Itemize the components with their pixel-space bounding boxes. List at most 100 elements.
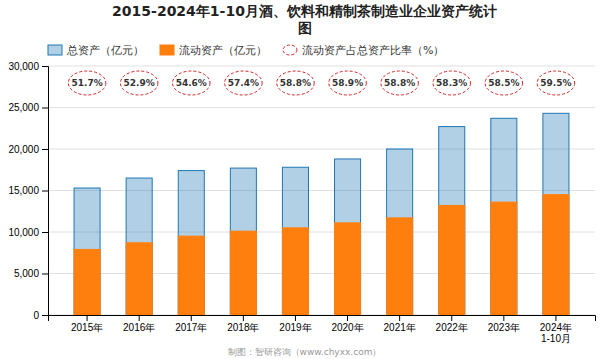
legend-label: 流动资产占总资产比率（%） — [302, 44, 444, 57]
bar — [178, 236, 204, 315]
x-tick: 2021年 — [384, 315, 416, 333]
x-tick-label: 2015年 — [71, 322, 103, 333]
ratio-ellipse — [173, 71, 211, 95]
bar — [543, 195, 569, 315]
bar — [335, 159, 361, 315]
ratio-ellipse — [485, 71, 523, 95]
y-tick-mark — [42, 191, 48, 192]
x-tick-mark — [451, 315, 452, 321]
ratio-series — [68, 71, 574, 95]
bar-series — [74, 113, 569, 315]
ratio-label: 58.3% — [436, 78, 467, 88]
y-tick-mark — [42, 149, 48, 150]
x-tick-mark — [347, 315, 348, 321]
ratio-ellipse — [225, 71, 263, 95]
x-tick: 2024年1-10月 — [540, 315, 572, 344]
x-tick: 2017年 — [175, 315, 207, 333]
bar — [439, 205, 465, 315]
legend: 总资产（亿元） 流动资产（亿元） 流动资产占总资产比率（%） — [48, 44, 444, 57]
x-tick-mark — [87, 315, 88, 321]
x-tick-label: 2021年 — [384, 322, 416, 333]
grid — [48, 66, 595, 315]
title: 2015-2024年1-10月酒、饮料和精制茶制造业企业资产统计 — [112, 3, 497, 19]
bar — [439, 127, 465, 315]
x-tick: 2016年 — [123, 315, 155, 333]
legend-label: 流动资产（亿元） — [179, 44, 267, 57]
bar — [230, 231, 256, 315]
x-tick-label: 2023年 — [488, 322, 520, 333]
legend-label: 总资产（亿元） — [66, 44, 144, 57]
ratio-label: 58.5% — [488, 78, 519, 88]
footer: 制图：智研咨询（www.chyxx.com） — [228, 347, 382, 357]
x-tick-mark — [243, 315, 244, 321]
y-tick-label: 25,000 — [8, 102, 39, 113]
ratio-ellipse — [277, 71, 315, 95]
x-tick-mark — [139, 315, 140, 321]
x-tick-label: 2017年 — [175, 322, 207, 333]
y-tick-mark — [42, 232, 48, 233]
bar — [387, 218, 413, 315]
ratio-ellipse — [68, 71, 106, 95]
legend-swatch — [160, 45, 174, 55]
plot: 05,00010,00015,00020,00025,00030,00051.7… — [8, 61, 595, 344]
ratio-ellipse — [433, 71, 471, 95]
subtitle: 图 — [298, 20, 312, 36]
ratio-ellipse — [329, 71, 367, 95]
y-tick-mark — [42, 108, 48, 109]
legend-item: 总资产（亿元） — [48, 44, 144, 57]
bar — [491, 118, 517, 315]
x-tick-label: 2018年 — [227, 322, 259, 333]
x-tick-mark — [503, 315, 504, 321]
y-tick-mark — [42, 66, 48, 67]
grid-line — [48, 107, 595, 108]
ratio-label: 58.8% — [384, 78, 415, 88]
ratio-label: 51.7% — [71, 78, 102, 88]
bar — [178, 171, 204, 315]
bar — [126, 243, 152, 315]
x-tick: 2022年 — [436, 315, 468, 333]
x-tick-mark — [555, 315, 556, 321]
x-axis-line — [49, 316, 596, 322]
x-tick: 2018年 — [227, 315, 259, 333]
x-tick-mark — [295, 315, 296, 321]
bar — [74, 249, 100, 315]
x-axis: 2015年 2016年 2017年 2018年 2019年 2020年 2021年 2022年… — [49, 315, 596, 344]
x-tick: 2019年 — [279, 315, 311, 333]
y-tick: 15,000 — [8, 185, 48, 196]
x-tick-label: 2024年1-10月 — [540, 322, 572, 344]
x-tick-mark — [191, 315, 192, 321]
y-tick-mark — [42, 315, 48, 316]
ratio-ellipse — [120, 71, 158, 95]
bar — [335, 223, 361, 315]
x-tick: 2015年 — [71, 315, 103, 333]
x-tick-label: 2020年 — [331, 322, 363, 333]
y-tick: 5,000 — [14, 268, 48, 279]
ratio-label: 52.9% — [124, 78, 155, 88]
legend-item: 流动资产占总资产比率（%） — [283, 44, 444, 57]
ratio-label: 58.9% — [332, 78, 363, 88]
y-tick: 0 — [33, 310, 48, 321]
bar — [282, 228, 308, 315]
ratio-label: 57.4% — [228, 78, 259, 88]
bar — [491, 202, 517, 315]
legend-item: 流动资产（亿元） — [160, 44, 267, 57]
mark-labels: 51.7%52.9%54.6%57.4%58.8%58.9%58.8%58.3%… — [71, 78, 571, 88]
y-tick: 25,000 — [8, 102, 48, 113]
bar — [126, 178, 152, 315]
y-axis-line — [42, 67, 49, 316]
y-axis: 05,00010,00015,00020,00025,00030,000 — [8, 61, 48, 321]
legend-swatch — [283, 45, 297, 55]
bar — [74, 188, 100, 315]
chart: 2015-2024年1-10月酒、饮料和精制茶制造业企业资产统计图 0 5,000 1… — [0, 0, 609, 359]
y-tick: 10,000 — [8, 227, 48, 238]
x-tick-label: 2022年 — [436, 322, 468, 333]
bar — [230, 168, 256, 315]
ratio-label: 58.8% — [280, 78, 311, 88]
bar-series — [74, 195, 569, 315]
x-tick-mark — [399, 315, 400, 321]
x-tick-label: 2019年 — [279, 322, 311, 333]
bar — [282, 167, 308, 315]
ratio-label: 59.5% — [540, 78, 571, 88]
y-tick: 20,000 — [8, 144, 48, 155]
y-tick-label: 0 — [33, 310, 39, 321]
